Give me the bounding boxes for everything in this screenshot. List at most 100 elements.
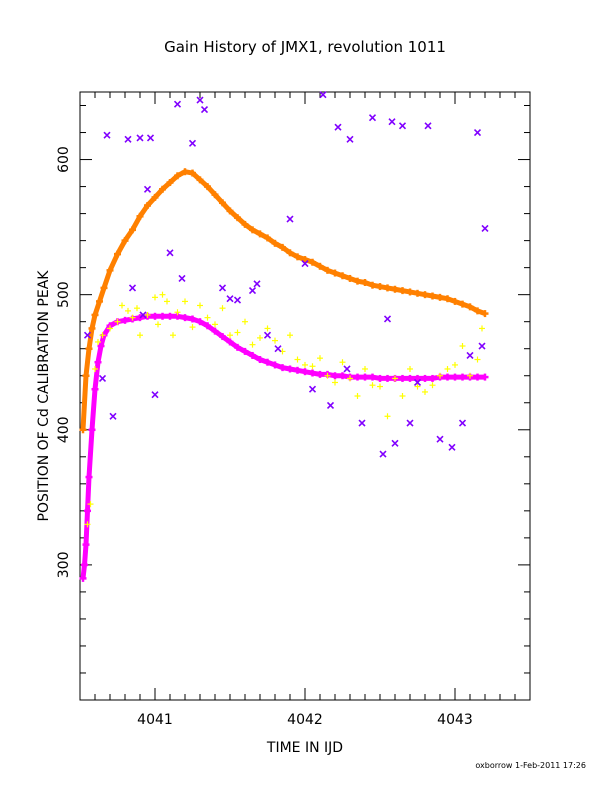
data-point-x [196, 96, 204, 104]
data-point-plus [437, 372, 443, 379]
series-track [80, 313, 485, 579]
data-point-plus [287, 332, 293, 339]
data-point-x [358, 419, 366, 427]
data-point-x [128, 284, 137, 292]
data-point-plus [204, 314, 211, 321]
data-point-x [391, 439, 399, 447]
data-point-x [136, 134, 144, 142]
data-point-plus [144, 311, 151, 318]
data-point-x [398, 122, 407, 130]
data-point-plus [92, 365, 98, 372]
plot-frame [79, 91, 531, 701]
data-point-plus [317, 355, 323, 362]
x-tick-label: 4041 [137, 712, 173, 728]
x-axis-label: TIME IN IJD [266, 740, 343, 756]
data-point-plus [452, 361, 458, 368]
y-tick-label: 500 [56, 281, 72, 308]
y-tick-label: 600 [56, 146, 72, 173]
data-point-plus [302, 361, 308, 368]
data-point-x [436, 435, 444, 443]
data-point-x [248, 287, 257, 295]
data-point-x [166, 249, 174, 257]
data-point-x [109, 412, 117, 420]
data-point-plus [125, 307, 131, 314]
data-point-plus [227, 332, 233, 339]
data-point-x [151, 391, 159, 399]
data-point-x [388, 118, 396, 126]
data-point-x [253, 280, 261, 288]
data-point-x [188, 139, 197, 147]
data-point-plus [467, 372, 473, 379]
data-point-x [124, 135, 132, 143]
data-point-plus [354, 393, 361, 399]
data-point-plus [107, 325, 113, 332]
data-point-plus [324, 372, 331, 379]
data-point-x [286, 215, 294, 223]
data-point-x [98, 374, 107, 383]
data-point-x [368, 114, 377, 122]
data-point-plus [332, 379, 338, 386]
data-point-x [406, 419, 414, 427]
data-point-x [458, 419, 467, 427]
data-point-x [473, 128, 482, 137]
data-point-x [379, 450, 387, 458]
data-point-x [173, 100, 182, 108]
x-tick-label: 4043 [437, 712, 473, 728]
data-point-plus [339, 359, 346, 366]
data-point-plus [119, 302, 125, 309]
data-point-plus [392, 375, 398, 382]
data-point-plus [422, 388, 428, 395]
data-point-x [274, 345, 282, 353]
data-point-plus [272, 337, 278, 344]
data-point-plus [407, 365, 413, 372]
data-point-x [218, 284, 227, 292]
data-point-x [466, 351, 474, 360]
data-point-plus [474, 356, 481, 363]
data-point-x [383, 315, 392, 323]
data-point-plus [369, 382, 376, 389]
y-tick-label: 400 [56, 416, 72, 443]
data-point-x [343, 365, 351, 373]
axis-ticks: 4041 4042 4043 300 400 500 600 [56, 92, 531, 728]
data-point-x [178, 274, 186, 283]
data-point-plus [87, 501, 94, 508]
data-point-x [143, 185, 152, 193]
data-point-plus [212, 321, 218, 328]
data-point-plus [95, 338, 101, 345]
data-point-plus [414, 383, 421, 390]
data-point-plus [257, 334, 263, 341]
data-point-plus [219, 305, 226, 312]
data-point-plus [444, 365, 451, 372]
y-axis-label: POSITION OF Cd CALIBRATION PEAK [36, 270, 52, 522]
data-point-plus [189, 324, 196, 331]
data-point-plus [362, 365, 368, 372]
data-point-plus [429, 382, 436, 389]
data-point-plus [174, 309, 181, 316]
data-point-plus [164, 298, 170, 305]
data-point-x [448, 443, 456, 451]
data-point-plus [242, 318, 248, 325]
data-point-plus [459, 343, 466, 350]
data-point-plus [249, 341, 256, 348]
data-marks [79, 91, 489, 582]
data-point-plus [159, 291, 166, 298]
data-point-x [346, 135, 354, 143]
data-point-plus [114, 318, 121, 325]
data-point-plus [170, 332, 176, 339]
data-point-x [424, 122, 432, 130]
y-tick-label: 300 [56, 552, 72, 579]
data-point-x [334, 123, 342, 131]
data-point-plus [137, 332, 143, 339]
data-point-plus [399, 393, 406, 399]
data-point-plus [234, 329, 241, 336]
data-point-x [319, 91, 327, 99]
data-point-x [326, 401, 335, 410]
data-point-plus [384, 413, 391, 420]
data-point-x [263, 331, 272, 339]
data-point-plus [152, 294, 158, 301]
data-point-x [200, 105, 209, 114]
data-point-plus [99, 332, 106, 339]
footer-stamp: oxborrow 1-Feb-2011 17:26 [475, 761, 586, 770]
data-point-plus [347, 375, 353, 382]
